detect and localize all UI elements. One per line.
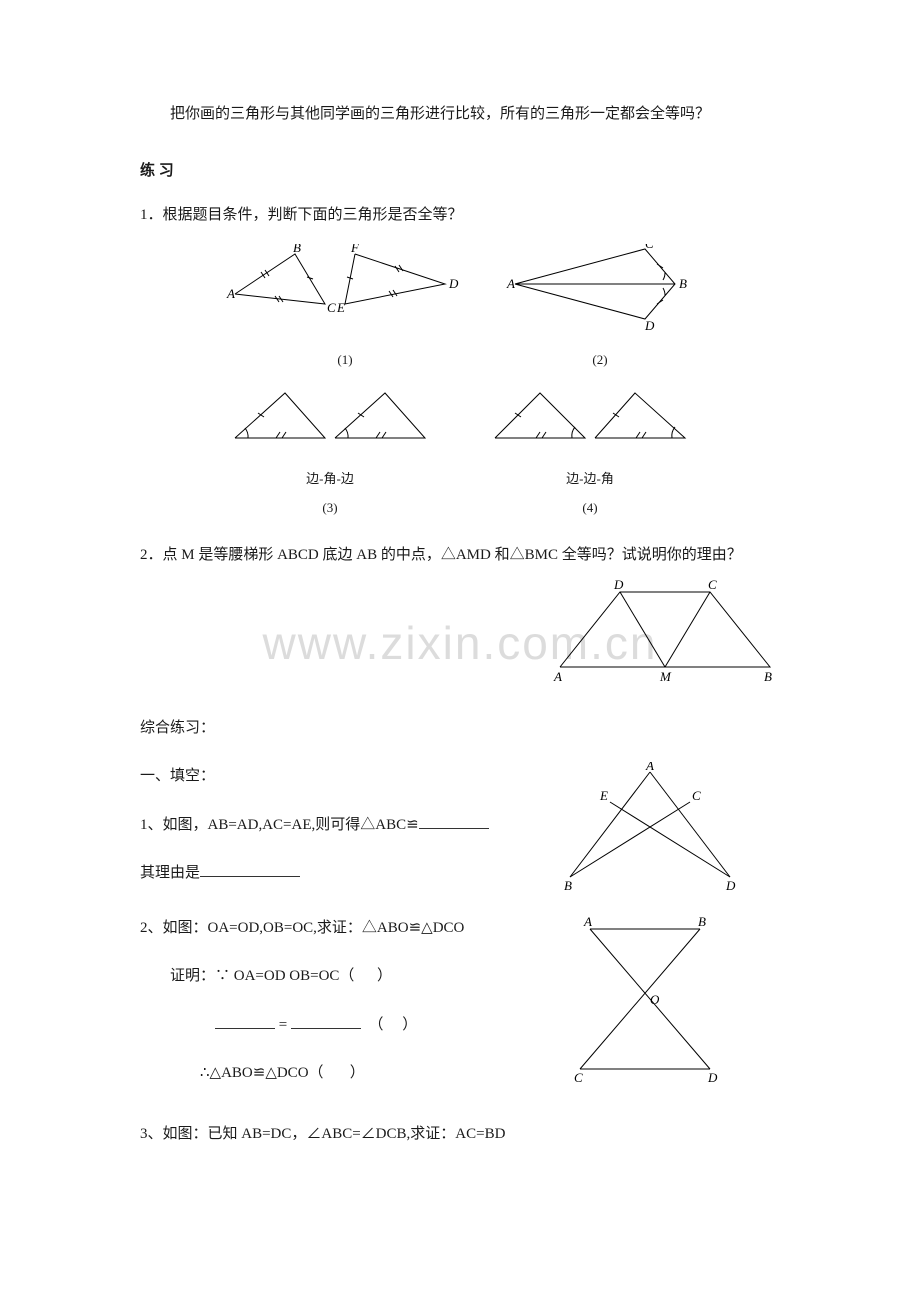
q1-fig1-caption: (1) — [225, 348, 465, 373]
svg-text:D: D — [707, 1070, 718, 1084]
p1-figure: A B D E C — [520, 762, 780, 903]
p2-line1: 2、如图：OA=OD,OB=OC,求证：△ABO≌△DCO — [140, 914, 520, 943]
svg-text:C: C — [645, 244, 654, 251]
p2-figure: A B O C D — [520, 914, 780, 1095]
q1-fig4-label: 边-边-角 — [490, 467, 690, 492]
p2-proof2-eq: = — [279, 1017, 287, 1033]
p2-proof2-lp: （ — [368, 1017, 383, 1033]
svg-text:A: A — [645, 762, 654, 773]
q1-fig3: 边-角-边 (3) — [230, 383, 430, 521]
svg-text:A: A — [226, 286, 235, 301]
svg-text:A: A — [583, 914, 592, 929]
q1-figures: A B C F E D — [140, 244, 780, 521]
q1-fig4-caption: (4) — [490, 496, 690, 521]
svg-text:C: C — [708, 577, 717, 592]
svg-text:A: A — [506, 276, 515, 291]
svg-text:A: A — [553, 669, 562, 684]
svg-text:D: D — [725, 878, 736, 892]
comprehensive-heading: 综合练习： — [140, 714, 780, 743]
p2-blank-a — [215, 1014, 275, 1029]
p1-blank2 — [200, 862, 300, 877]
p1-line1: 1、如图，AB=AD,AC=AE,则可得△ABC≌ — [140, 811, 520, 840]
fill-heading: 一、填空： — [140, 762, 520, 791]
p2-proof3: ∴△ABO≌△DCO（ ） — [200, 1059, 520, 1088]
q1-fig2-caption: (2) — [505, 348, 695, 373]
p2-proof3-suffix: ） — [350, 1065, 365, 1081]
q1-fig2: A B C D (2) — [505, 244, 695, 373]
svg-text:O: O — [650, 992, 660, 1007]
practice-heading: 练 习 — [140, 157, 780, 186]
p2-proof1-suffix: ） — [377, 968, 392, 984]
svg-text:D: D — [448, 276, 459, 291]
p1-line2-prefix: 其理由是 — [140, 865, 200, 881]
svg-text:B: B — [698, 914, 706, 929]
q1-fig3-caption: (3) — [230, 496, 430, 521]
p1-line1-text: 1、如图，AB=AD,AC=AE,则可得△ABC≌ — [140, 817, 419, 833]
p2-proof1: 证明：∵ OA=OD OB=OC（ ） — [170, 962, 520, 991]
svg-text:E: E — [336, 300, 345, 315]
p2-blank-b — [291, 1014, 361, 1029]
svg-text:B: B — [679, 276, 687, 291]
q2-figure: A B M D C — [140, 577, 780, 698]
p3-text: 3、如图：已知 AB=DC，∠ABC=∠DCB,求证：AC=BD — [140, 1120, 780, 1149]
question-1: 1．根据题目条件，判断下面的三角形是否全等？ — [140, 201, 780, 230]
p1-line2: 其理由是 — [140, 859, 520, 888]
svg-text:B: B — [293, 244, 301, 255]
q1-fig1: A B C F E D — [225, 244, 465, 373]
svg-text:C: C — [692, 788, 701, 803]
svg-text:F: F — [350, 244, 360, 255]
p1-blank1 — [419, 814, 489, 829]
svg-text:D: D — [613, 577, 624, 592]
q1-fig3-label: 边-角-边 — [230, 467, 430, 492]
p2-proof1-prefix: 证明：∵ OA=OD OB=OC（ — [170, 968, 354, 984]
svg-text:B: B — [764, 669, 772, 684]
svg-text:C: C — [327, 300, 336, 315]
p2-proof2: = （ ） — [215, 1011, 520, 1040]
svg-text:E: E — [599, 788, 608, 803]
svg-text:D: D — [644, 318, 655, 333]
intro-paragraph: 把你画的三角形与其他同学画的三角形进行比较，所有的三角形一定都会全等吗？ — [140, 100, 780, 129]
svg-text:C: C — [574, 1070, 583, 1084]
p2-proof3-text: ∴△ABO≌△DCO（ — [200, 1065, 324, 1081]
q1-fig4: 边-边-角 (4) — [490, 383, 690, 521]
svg-text:M: M — [659, 669, 672, 684]
p2-proof2-rp: ） — [402, 1017, 417, 1033]
svg-text:B: B — [564, 878, 572, 892]
question-2: 2．点 M 是等腰梯形 ABCD 底边 AB 的中点，△AMD 和△BMC 全等… — [140, 541, 780, 570]
